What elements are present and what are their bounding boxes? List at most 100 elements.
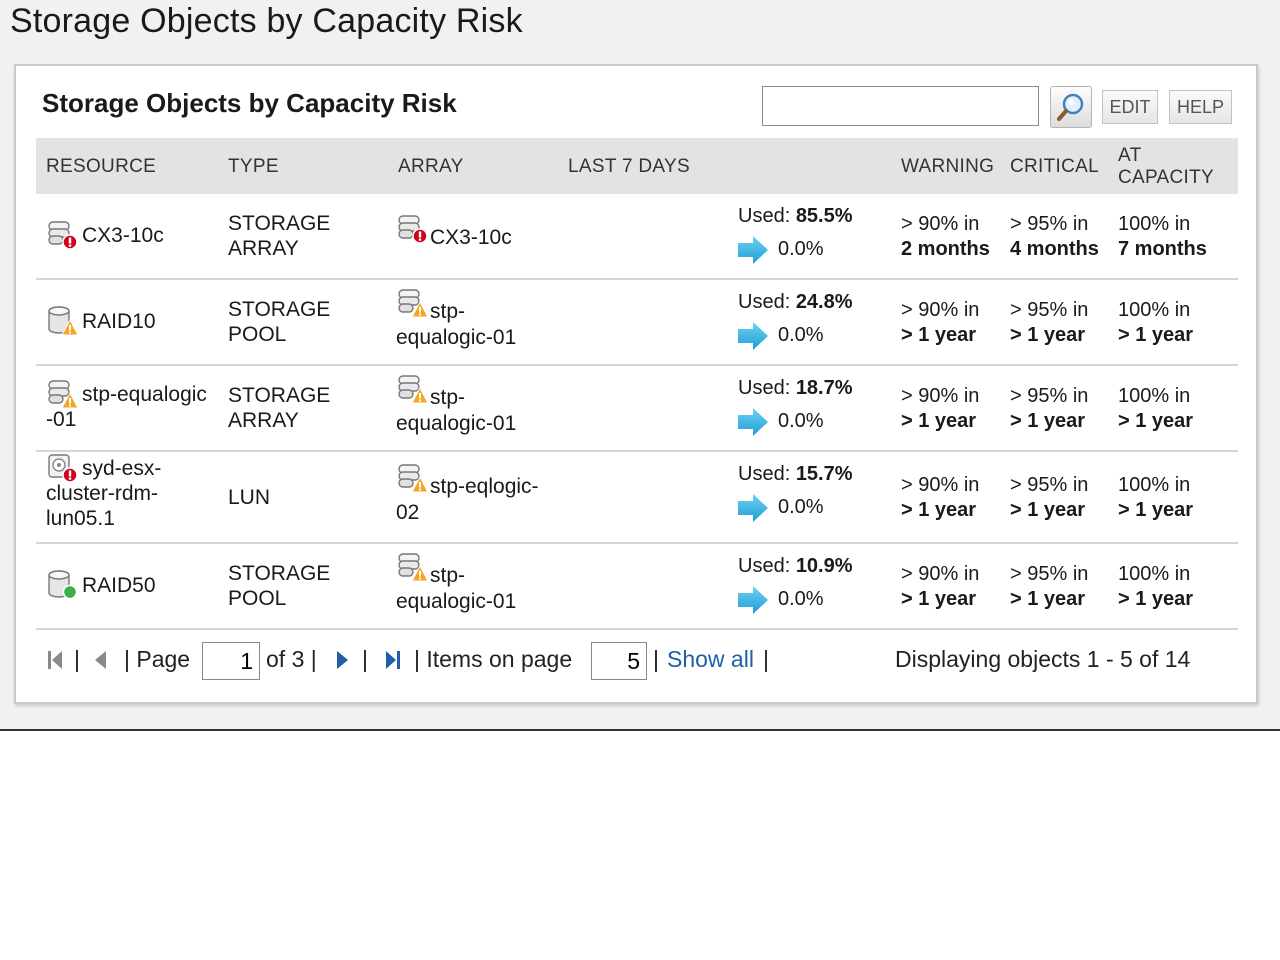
next-page-icon[interactable]	[334, 648, 350, 672]
column-header-last-7-days[interactable]: LAST 7 DAYS	[568, 156, 690, 177]
search-button[interactable]	[1050, 86, 1092, 128]
resource-cell[interactable]: syd-esx-cluster-rdm-lun05.1	[46, 454, 221, 531]
capacity-when: > 1 year	[1118, 324, 1194, 346]
type-cell: STORAGE POOL	[228, 561, 330, 611]
critical-prefix: > 95% in	[1010, 563, 1089, 585]
resource-cell[interactable]: stp-equalogic -01	[46, 380, 221, 432]
capacity-prefix: 100% in	[1118, 213, 1191, 235]
column-header-at-capacity-line2: CAPACITY	[1118, 167, 1215, 188]
at-capacity-cell: 100% in > 1 year	[1118, 562, 1193, 612]
trend-value: 0.0%	[778, 324, 824, 346]
warning-prefix: > 90% in	[901, 213, 980, 235]
table-row[interactable]: RAID50 STORAGE POOL stp-equalogic-01 Used…	[36, 544, 1238, 630]
lun-critical-icon	[46, 452, 80, 531]
column-header-warning[interactable]: WARNING	[901, 156, 995, 177]
warning-prefix: > 90% in	[901, 563, 980, 585]
table-body: CX3-10c STORAGE ARRAY CX3-10c Used: 85.5%	[36, 194, 1238, 630]
column-header-array[interactable]: ARRAY	[398, 156, 464, 177]
column-header-type[interactable]: TYPE	[228, 156, 279, 177]
resource-cell[interactable]: RAID50	[46, 570, 221, 607]
search-input[interactable]	[762, 86, 1039, 126]
capacity-risk-widget: Storage Objects by Capacity Risk EDIT HE…	[14, 64, 1258, 704]
used-label: Used:	[738, 205, 791, 227]
type-line: POOL	[228, 323, 287, 346]
array-cell[interactable]: stp-equalogic-01	[396, 553, 556, 614]
array-name-line: equalogic-01	[396, 590, 517, 614]
last-page-icon[interactable]	[384, 648, 402, 672]
critical-when: > 1 year	[1010, 324, 1086, 346]
resource-name-line: RAID10	[82, 310, 156, 333]
pager-separator: |	[74, 646, 80, 672]
resource-name-line: RAID50	[82, 574, 156, 597]
items-per-page-input[interactable]	[591, 642, 647, 680]
trend-value: 0.0%	[778, 588, 824, 610]
at-capacity-cell: 100% in 7 months	[1118, 212, 1207, 262]
warning-when: > 1 year	[901, 588, 977, 610]
capacity-when: > 1 year	[1118, 588, 1194, 610]
arrow-right-icon	[736, 492, 770, 531]
table-row[interactable]: stp-equalogic -01 STORAGE ARRAY stp-equalo…	[36, 366, 1238, 452]
storage-array-warning-icon	[46, 378, 80, 432]
warning-when: 2 months	[901, 238, 990, 260]
page-label: | Page	[124, 646, 191, 672]
used-capacity: Used: 24.8%	[738, 290, 853, 315]
warning-cell: > 90% in > 1 year	[901, 384, 979, 434]
trend: 0.0%	[736, 320, 824, 359]
array-name-line: equalogic-01	[396, 326, 517, 350]
array-cell[interactable]: stp-eqlogic- 02	[396, 464, 556, 525]
previous-page-icon[interactable]	[92, 648, 108, 672]
column-header-resource[interactable]: RESOURCE	[46, 156, 157, 177]
critical-when: > 1 year	[1010, 588, 1086, 610]
resource-cell[interactable]: RAID10	[46, 306, 221, 343]
table-row[interactable]: RAID10 STORAGE POOL stp-equalogic-01 Used…	[36, 280, 1238, 366]
array-name-line: stp-	[430, 386, 466, 409]
type-line: STORAGE	[228, 212, 331, 235]
critical-prefix: > 95% in	[1010, 474, 1089, 496]
type-line: STORAGE	[228, 298, 331, 321]
help-button[interactable]: HELP	[1169, 90, 1232, 124]
resource-name-line: -01	[46, 408, 77, 431]
trend-value: 0.0%	[778, 496, 824, 518]
edit-button[interactable]: EDIT	[1102, 90, 1158, 124]
warning-prefix: > 90% in	[901, 474, 980, 496]
type-cell: STORAGE POOL	[228, 297, 330, 347]
displaying-objects-text: Displaying objects 1 - 5 of 14	[895, 646, 1191, 672]
arrow-right-icon	[736, 234, 770, 273]
first-page-icon[interactable]	[46, 648, 64, 672]
trend-value: 0.0%	[778, 410, 824, 432]
type-line: STORAGE	[228, 384, 331, 407]
array-cell[interactable]: stp-equalogic-01	[396, 289, 556, 350]
show-all-link[interactable]: Show all	[667, 646, 754, 672]
resource-name-line: lun05.1	[46, 507, 115, 530]
used-capacity: Used: 15.7%	[738, 462, 853, 487]
resource-cell[interactable]: CX3-10c	[46, 221, 221, 257]
type-cell: STORAGE ARRAY	[228, 383, 330, 433]
pager-separator: |	[653, 646, 659, 672]
resource-name-line: stp-equalogic	[82, 383, 207, 406]
trend: 0.0%	[736, 406, 824, 445]
critical-when: > 1 year	[1010, 499, 1086, 521]
used-capacity: Used: 85.5%	[738, 204, 853, 229]
warning-cell: > 90% in 2 months	[901, 212, 990, 262]
table-row[interactable]: syd-esx-cluster-rdm-lun05.1 LUN stp-eqlo…	[36, 452, 1238, 544]
used-label: Used:	[738, 555, 791, 577]
arrow-right-icon	[736, 320, 770, 359]
array-cell[interactable]: CX3-10c	[396, 215, 556, 251]
page-number-input[interactable]	[202, 642, 260, 680]
storage-array-critical-icon	[396, 213, 430, 251]
array-cell[interactable]: stp-equalogic-01	[396, 375, 556, 436]
critical-prefix: > 95% in	[1010, 385, 1089, 407]
type-line: ARRAY	[228, 237, 299, 260]
pagination-bar: | | Page of 3 | | | Items on page | Show…	[36, 636, 1238, 686]
type-line: POOL	[228, 587, 287, 610]
arrow-right-icon	[736, 584, 770, 623]
table-row[interactable]: CX3-10c STORAGE ARRAY CX3-10c Used: 85.5%	[36, 194, 1238, 280]
table-header: RESOURCE TYPE ARRAY LAST 7 DAYS WARNING …	[36, 138, 1238, 194]
used-label: Used:	[738, 291, 791, 313]
column-header-critical[interactable]: CRITICAL	[1010, 156, 1099, 177]
items-on-page-label: | Items on page	[414, 646, 573, 672]
page-title: Storage Objects by Capacity Risk	[10, 2, 523, 40]
array-name-line: stp-	[430, 564, 466, 587]
column-header-at-capacity[interactable]: AT CAPACITY	[1118, 145, 1214, 189]
warning-when: > 1 year	[901, 410, 977, 432]
